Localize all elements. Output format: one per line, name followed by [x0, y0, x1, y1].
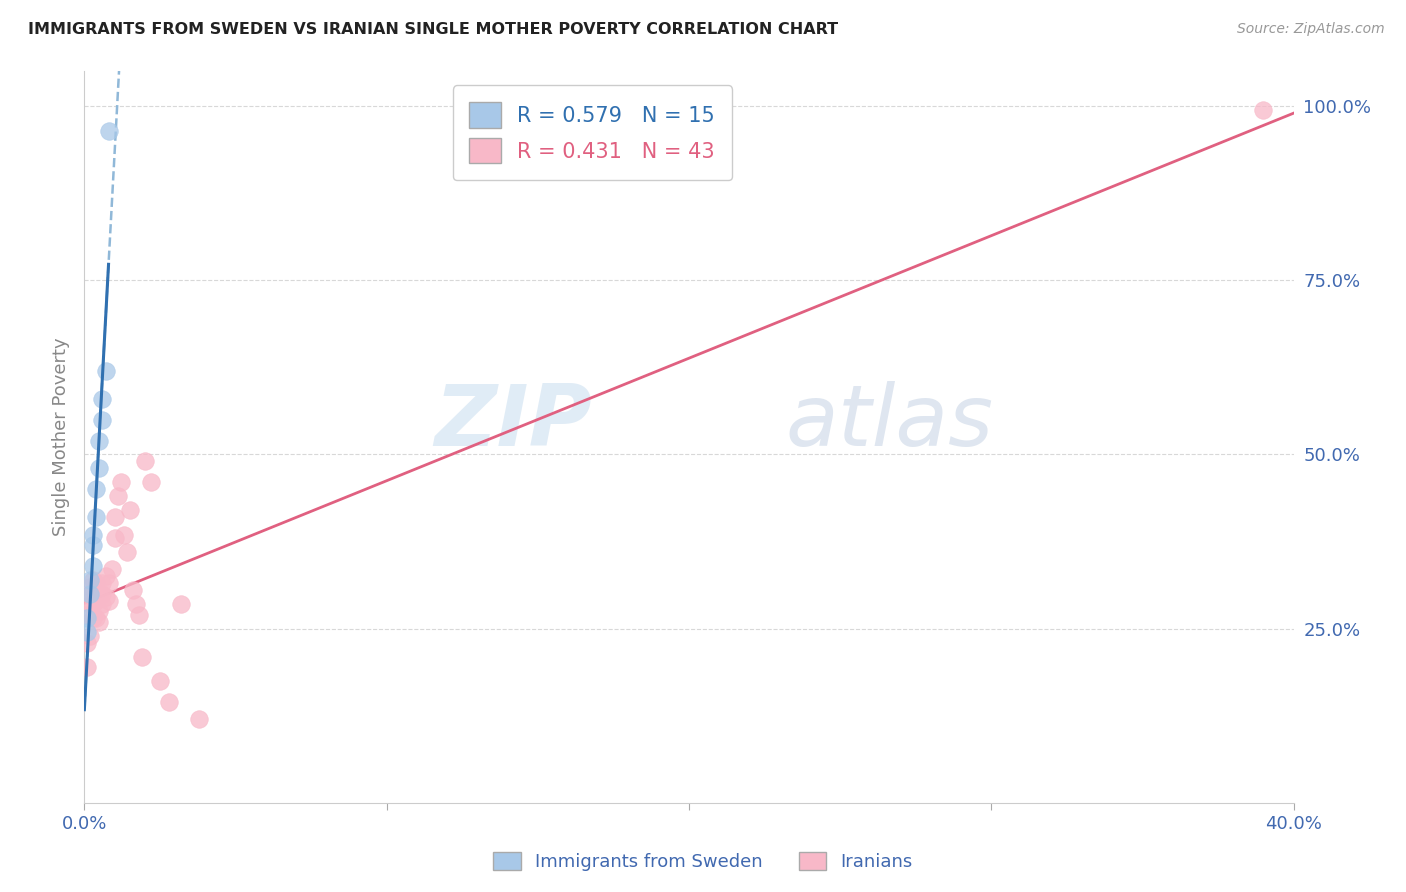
Text: IMMIGRANTS FROM SWEDEN VS IRANIAN SINGLE MOTHER POVERTY CORRELATION CHART: IMMIGRANTS FROM SWEDEN VS IRANIAN SINGLE…: [28, 22, 838, 37]
Point: [79, 597, 101, 611]
Point: [86, 611, 108, 625]
Point: [86, 576, 108, 591]
Point: [118, 503, 141, 517]
Point: [188, 712, 211, 726]
Point: [91, 587, 114, 601]
Legend: Immigrants from Sweden, Iranians: Immigrants from Sweden, Iranians: [486, 845, 920, 879]
Point: [94, 591, 117, 605]
Point: [82, 558, 104, 573]
Point: [76, 635, 98, 649]
Point: [76, 660, 98, 674]
Point: [82, 527, 104, 541]
Point: [89, 461, 111, 475]
Point: [121, 583, 143, 598]
Point: [79, 629, 101, 643]
Point: [157, 695, 180, 709]
Point: [110, 475, 132, 490]
Point: [79, 587, 101, 601]
Text: atlas: atlas: [786, 381, 994, 464]
Point: [139, 475, 162, 490]
Point: [86, 483, 108, 497]
Text: Source: ZipAtlas.com: Source: ZipAtlas.com: [1237, 22, 1385, 37]
Point: [107, 489, 129, 503]
Point: [149, 673, 172, 688]
Point: [86, 510, 108, 524]
Point: [89, 604, 111, 618]
Point: [170, 597, 193, 611]
Point: [125, 597, 148, 611]
Point: [134, 454, 156, 468]
Point: [82, 591, 104, 605]
Point: [91, 392, 114, 406]
Y-axis label: Single Mother Poverty: Single Mother Poverty: [52, 338, 70, 536]
Point: [76, 625, 98, 640]
Point: [112, 527, 135, 541]
Point: [100, 562, 122, 576]
Point: [91, 412, 114, 426]
Point: [79, 587, 101, 601]
Point: [89, 587, 111, 601]
Text: ZIP: ZIP: [434, 381, 592, 464]
Point: [131, 649, 153, 664]
Point: [79, 573, 101, 587]
Point: [91, 576, 114, 591]
Point: [104, 531, 127, 545]
Point: [79, 580, 101, 594]
Point: [91, 597, 114, 611]
Point: [76, 611, 98, 625]
Point: [94, 569, 117, 583]
Point: [94, 364, 117, 378]
Point: [82, 538, 104, 552]
Point: [89, 615, 111, 629]
Point: [89, 434, 111, 448]
Point: [1253, 103, 1275, 117]
Legend: R = 0.579   N = 15, R = 0.431   N = 43: R = 0.579 N = 15, R = 0.431 N = 43: [453, 86, 731, 180]
Point: [97, 594, 120, 608]
Point: [82, 611, 104, 625]
Point: [97, 576, 120, 591]
Point: [86, 594, 108, 608]
Point: [115, 545, 138, 559]
Point: [128, 607, 150, 622]
Point: [97, 123, 120, 137]
Point: [76, 607, 98, 622]
Point: [82, 573, 104, 587]
Point: [82, 597, 104, 611]
Point: [104, 510, 127, 524]
